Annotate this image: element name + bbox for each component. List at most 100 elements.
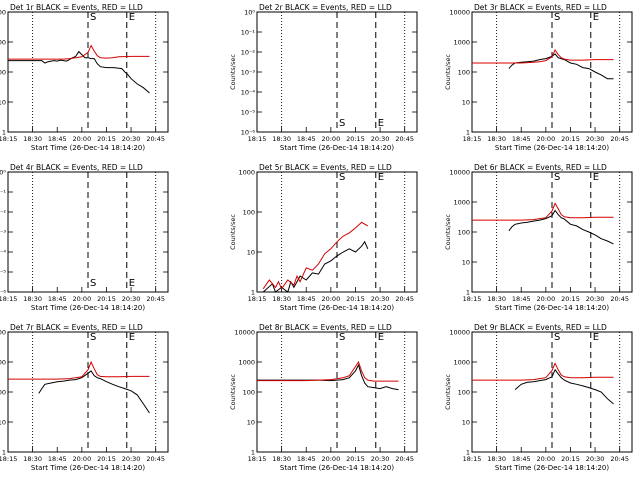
x-tick-label: 20:45 xyxy=(146,455,165,463)
start-marker: S xyxy=(339,172,345,183)
chart-title: Det 3r BLACK = Events, RED = LLD xyxy=(474,3,607,12)
panel-det-4r: Det 4r BLACK = Events, RED = LLD 10⁻⁶ 10⁻⁵… xyxy=(0,163,169,312)
chart-title: Det 7r BLACK = Events, RED = LLD xyxy=(10,323,143,332)
y-tick-label: 1000 xyxy=(453,39,470,47)
y-tick-label: 10000 xyxy=(449,169,470,177)
y-tick-label: 10⁻⁵ xyxy=(0,269,6,277)
y-tick-label: 1 xyxy=(251,289,255,297)
x-tick-label: 18:45 xyxy=(512,455,531,463)
y-tick-label: 1 xyxy=(466,129,470,137)
panel-det-2r: Det 2r BLACK = Events, RED = LLD 10⁻⁶ 10⁻⁵… xyxy=(229,3,418,152)
x-tick-label: 20:15 xyxy=(561,295,580,303)
x-tick-label: 20:15 xyxy=(346,455,365,463)
y-tick-label: 10 xyxy=(247,419,255,427)
y-tick-label: 10⁻³ xyxy=(241,69,256,77)
x-tick-label: 20:30 xyxy=(586,295,605,303)
chart-title: Det 1r BLACK = Events, RED = LLD xyxy=(10,3,143,12)
lld-series-line xyxy=(472,48,614,64)
events-series-line xyxy=(508,53,614,80)
x-tick-label: 18:15 xyxy=(0,295,17,303)
y-tick-label: 100 xyxy=(458,69,470,77)
end-marker: E xyxy=(129,332,135,343)
start-marker: S xyxy=(554,332,560,343)
x-tick-label: 18:15 xyxy=(463,455,482,463)
x-tick-label: 20:00 xyxy=(321,135,340,143)
end-marker: E xyxy=(378,118,384,129)
y-tick-label: 10⁻¹ xyxy=(0,189,6,197)
x-tick-label: 18:15 xyxy=(248,135,267,143)
x-tick-label: 20:15 xyxy=(97,135,116,143)
x-tick-label: 18:30 xyxy=(487,455,506,463)
events-series-line xyxy=(514,368,614,405)
x-tick-label: 18:45 xyxy=(48,135,67,143)
x-tick-label: 18:45 xyxy=(297,295,316,303)
panel-det-6r: Det 6r BLACK = Events, RED = LLD 1 10 100 10… xyxy=(444,163,633,312)
y-tick-label: 100 xyxy=(243,209,255,217)
panel-det-1r: Det 1r BLACK = Events, RED = LLD 1 10 100 10… xyxy=(0,3,169,152)
lld-series-line xyxy=(472,202,614,221)
x-tick-label: 18:45 xyxy=(48,295,67,303)
x-tick-label: 18:30 xyxy=(272,295,291,303)
x-tick-label: 20:15 xyxy=(346,295,365,303)
start-marker: S xyxy=(90,12,96,23)
y-tick-label: 10000 xyxy=(0,9,6,17)
y-tick-label: 1 xyxy=(2,129,6,137)
x-axis-label: Start Time (26-Dec-14 18:14:20) xyxy=(495,144,609,152)
y-axis-label: Counts/sec xyxy=(444,214,452,250)
y-axis-label: Counts/sec xyxy=(444,374,452,410)
x-axis-label: Start Time (26-Dec-14 18:14:20) xyxy=(31,464,145,472)
start-marker: S xyxy=(339,332,345,343)
x-tick-label: 18:30 xyxy=(487,295,506,303)
x-axis-label: Start Time (26-Dec-14 18:14:20) xyxy=(31,144,145,152)
y-tick-label: 10⁻⁶ xyxy=(0,289,6,297)
x-tick-label: 18:15 xyxy=(0,135,17,143)
y-tick-label: 1 xyxy=(251,449,255,457)
y-tick-label: 10⁰ xyxy=(0,169,6,177)
x-axis-label: Start Time (26-Dec-14 18:14:20) xyxy=(31,304,145,312)
x-tick-label: 20:30 xyxy=(371,295,390,303)
x-tick-label: 18:30 xyxy=(487,135,506,143)
x-tick-label: 20:00 xyxy=(72,455,91,463)
y-tick-label: 1 xyxy=(2,449,6,457)
lld-series-line xyxy=(472,362,614,381)
x-axis-label: Start Time (26-Dec-14 18:14:20) xyxy=(280,464,394,472)
x-tick-label: 20:00 xyxy=(536,295,555,303)
chart-title: Det 5r BLACK = Events, RED = LLD xyxy=(259,163,392,172)
chart-title: Det 2r BLACK = Events, RED = LLD xyxy=(259,3,392,12)
y-tick-label: 10⁻⁶ xyxy=(241,129,256,137)
x-tick-label: 20:30 xyxy=(586,135,605,143)
y-tick-label: 10⁻¹ xyxy=(241,29,256,37)
x-tick-label: 18:30 xyxy=(23,295,42,303)
y-tick-label: 1000 xyxy=(453,199,470,207)
events-series-line xyxy=(8,50,150,94)
end-marker: E xyxy=(129,278,135,289)
x-axis-label: Start Time (26-Dec-14 18:14:20) xyxy=(280,144,394,152)
y-tick-label: 100 xyxy=(458,389,470,397)
end-marker: E xyxy=(129,12,135,23)
x-tick-label: 20:30 xyxy=(586,455,605,463)
x-tick-label: 18:15 xyxy=(248,455,267,463)
events-series-line xyxy=(257,363,399,391)
x-tick-label: 20:45 xyxy=(610,455,629,463)
chart-title: Det 6r BLACK = Events, RED = LLD xyxy=(474,163,607,172)
x-tick-label: 18:30 xyxy=(23,135,42,143)
chart-title: Det 8r BLACK = Events, RED = LLD xyxy=(259,323,392,332)
y-tick-label: 10 xyxy=(0,99,6,107)
end-marker: E xyxy=(593,12,599,23)
x-tick-label: 20:30 xyxy=(122,455,141,463)
x-tick-label: 20:45 xyxy=(395,455,414,463)
start-marker: S xyxy=(339,118,345,129)
x-tick-label: 20:15 xyxy=(346,135,365,143)
end-marker: E xyxy=(378,172,384,183)
chart-title: Det 9r BLACK = Events, RED = LLD xyxy=(474,323,607,332)
x-tick-label: 20:00 xyxy=(321,295,340,303)
end-marker: E xyxy=(378,332,384,343)
x-tick-label: 18:30 xyxy=(23,455,42,463)
x-tick-label: 20:00 xyxy=(72,135,91,143)
panel-det-8r: Det 8r BLACK = Events, RED = LLD 1 10 100 10… xyxy=(229,323,418,472)
events-series-line xyxy=(508,209,614,245)
x-tick-label: 18:45 xyxy=(297,455,316,463)
x-tick-label: 20:00 xyxy=(321,455,340,463)
y-axis-label: Counts/sec xyxy=(444,54,452,90)
y-tick-label: 100 xyxy=(243,389,255,397)
